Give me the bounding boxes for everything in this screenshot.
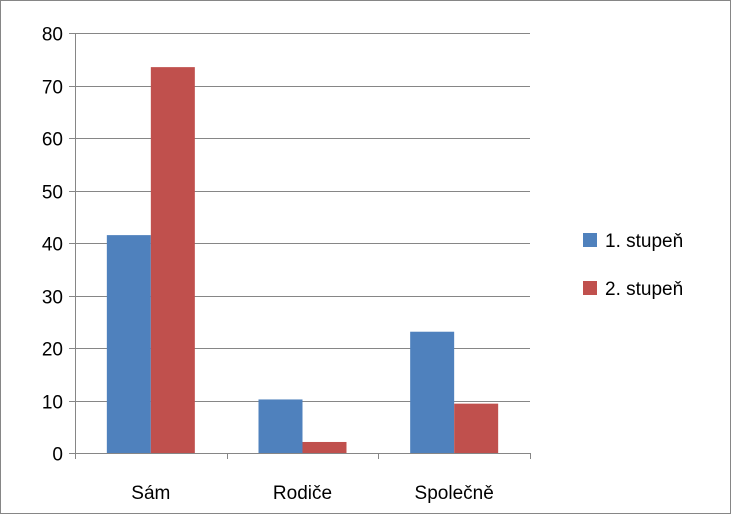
- y-tick-label: 40: [42, 235, 63, 256]
- bar-series-1: [258, 399, 303, 453]
- bar-series-2: [302, 441, 347, 453]
- x-tick-label: Společně: [415, 483, 494, 504]
- legend-label: 1. stupeň: [605, 231, 683, 252]
- y-tick-label: 30: [42, 288, 63, 309]
- y-tick-label: 10: [42, 393, 63, 414]
- bar-series-1: [410, 331, 455, 453]
- y-tick-label: 20: [42, 340, 63, 361]
- bars: [106, 67, 499, 453]
- bar-series-2: [150, 67, 195, 453]
- bar-series-1: [106, 235, 151, 453]
- y-tick-label: 0: [52, 445, 63, 466]
- y-tick-label: 60: [42, 130, 63, 151]
- legend-label: 2. stupeň: [605, 279, 683, 300]
- x-tick-label: Rodiče: [273, 483, 332, 504]
- y-tick-label: 50: [42, 183, 63, 204]
- legend-swatch: [583, 281, 597, 295]
- x-tick-label: Sám: [131, 483, 170, 504]
- y-tick-label: 80: [42, 25, 63, 46]
- legend-swatch: [583, 233, 597, 247]
- tick-labels: 0 10 20 30 40 50 60 70 80 Sám Rodiče Společně: [42, 25, 494, 505]
- legend: 1. stupeň 2. stupeň: [583, 231, 683, 300]
- axes: [69, 33, 531, 459]
- bar-series-2: [454, 403, 499, 453]
- y-tick-label: 70: [42, 78, 63, 99]
